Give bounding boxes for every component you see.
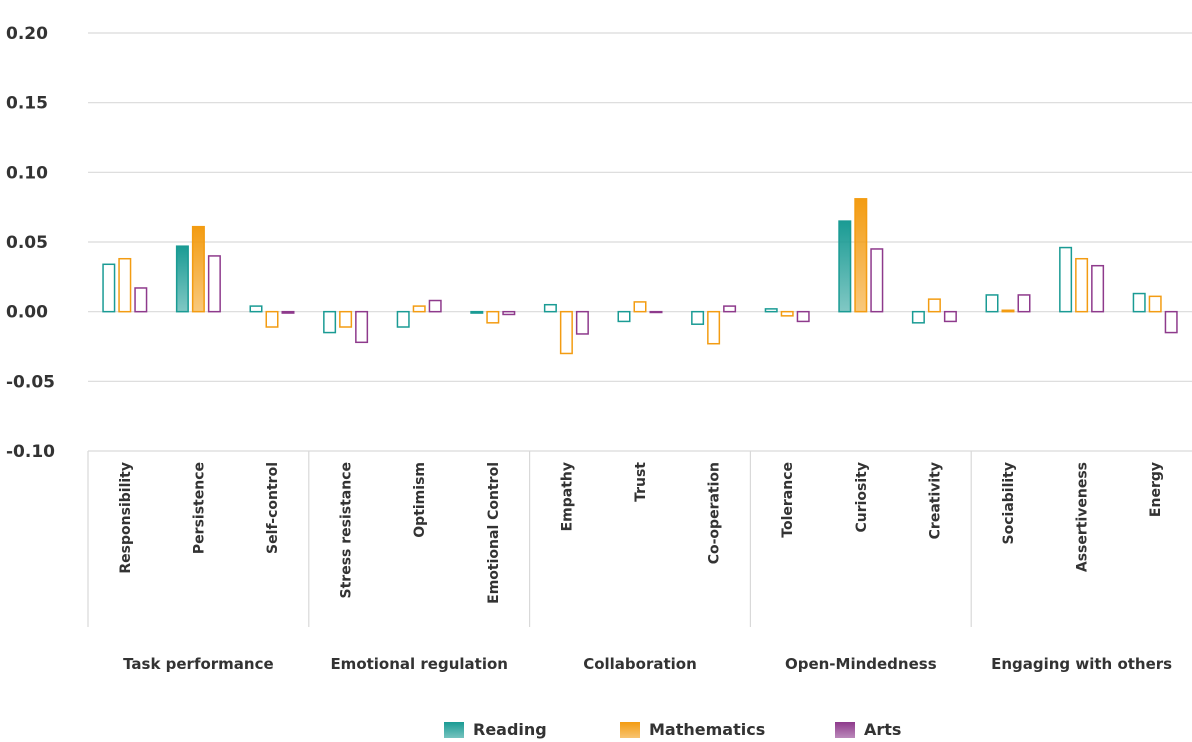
legend-label-mathematics: Mathematics xyxy=(649,720,766,739)
bar-arts-assertiveness xyxy=(1091,264,1105,313)
legend-item-reading: Reading xyxy=(444,720,547,739)
bar-arts-self-control xyxy=(281,310,295,314)
bar-mathematics-tolerance xyxy=(780,310,794,317)
bar-reading-creativity xyxy=(911,310,925,324)
legend-item-mathematics: Mathematics xyxy=(620,720,765,739)
bar-mathematics-assertiveness xyxy=(1075,257,1089,313)
bar-arts-emotional-control xyxy=(502,310,516,316)
x-tick-label: Tolerance xyxy=(780,462,796,538)
bar-mathematics-curiosity xyxy=(854,198,868,313)
x-tick-label: Assertiveness xyxy=(1075,462,1091,572)
y-tick-label: -0.10 xyxy=(6,442,55,462)
x-tick-label: Optimism xyxy=(412,462,428,538)
legend-swatch-mathematics xyxy=(620,721,640,738)
bar-mathematics-optimism xyxy=(412,305,426,313)
bar-arts-co-operation xyxy=(723,305,737,313)
y-tick-label: 0.20 xyxy=(6,24,48,44)
x-tick-label: Self-control xyxy=(265,462,281,554)
x-tick-label: Creativity xyxy=(927,462,943,539)
bar-arts-creativity xyxy=(943,310,957,323)
bar-reading-tolerance xyxy=(764,308,778,313)
legend-item-arts: Arts xyxy=(835,720,901,739)
x-tick-label: Sociability xyxy=(1001,462,1017,544)
bar-arts-empathy xyxy=(575,310,589,335)
x-tick-label: Persistence xyxy=(191,462,207,554)
bar-mathematics-self-control xyxy=(265,310,279,328)
legend: Reading Mathematics Arts xyxy=(0,718,1192,742)
bar-mathematics-responsibility xyxy=(118,257,132,313)
bar-arts-sociability xyxy=(1017,294,1031,313)
y-tick-label: 0.05 xyxy=(6,233,48,253)
group-label: Collaboration xyxy=(583,655,697,673)
bar-reading-persistence xyxy=(175,245,189,313)
x-tick-label: Emotional Control xyxy=(486,462,502,604)
bar-reading-curiosity xyxy=(838,220,852,313)
bar-arts-persistence xyxy=(207,255,221,313)
legend-swatch-reading xyxy=(444,721,464,738)
bar-reading-self-control xyxy=(249,305,263,313)
y-tick-label: -0.05 xyxy=(6,372,55,392)
x-tick-label: Curiosity xyxy=(854,462,870,533)
y-tick-label: 0.10 xyxy=(6,163,48,183)
x-tick-label: Empathy xyxy=(559,462,575,531)
x-tick-label: Stress resistance xyxy=(339,462,355,598)
bar-chart: 0.20 0.15 0.10 0.05 0.00 -0.05 -0.10 Task perf… xyxy=(6,24,1192,673)
bar-mathematics-emotional-control xyxy=(486,310,500,324)
x-tick-label: Responsibility xyxy=(118,462,134,574)
bar-reading-sociability xyxy=(985,294,999,313)
legend-label-arts: Arts xyxy=(864,720,902,739)
x-tick-label: Trust xyxy=(633,462,649,502)
bar-arts-tolerance xyxy=(796,310,810,323)
bar-reading-stress-resistance xyxy=(323,310,337,334)
bar-mathematics-creativity xyxy=(927,298,941,313)
bar-reading-responsibility xyxy=(102,263,116,313)
bar-arts-optimism xyxy=(428,299,442,313)
bar-arts-trust xyxy=(649,310,663,314)
group-label: Engaging with others xyxy=(991,655,1172,673)
y-tick-label: 0.00 xyxy=(6,303,48,323)
bar-mathematics-co-operation xyxy=(707,310,721,345)
bar-mathematics-empathy xyxy=(559,310,573,355)
bar-mathematics-energy xyxy=(1148,295,1162,313)
bar-arts-energy xyxy=(1164,310,1178,334)
bar-reading-emotional-control xyxy=(470,310,484,314)
bar-arts-responsibility xyxy=(134,287,148,313)
bar-mathematics-stress-resistance xyxy=(339,310,353,328)
legend-label-reading: Reading xyxy=(473,720,547,739)
bar-reading-trust xyxy=(617,310,631,323)
bar-reading-empathy xyxy=(543,303,557,313)
bar-mathematics-trust xyxy=(633,301,647,313)
y-tick-label: 0.15 xyxy=(6,94,48,114)
bar-reading-assertiveness xyxy=(1059,246,1073,313)
x-tick-label: Co-operation xyxy=(707,462,723,564)
bar-arts-curiosity xyxy=(870,248,884,313)
gridlines xyxy=(88,32,1192,452)
bars xyxy=(102,198,1178,355)
legend-swatch-arts xyxy=(835,721,855,738)
bar-reading-co-operation xyxy=(691,310,705,325)
bar-reading-optimism xyxy=(396,310,410,328)
group-label: Open-Mindedness xyxy=(785,655,937,673)
bar-arts-stress-resistance xyxy=(355,310,369,344)
bar-reading-energy xyxy=(1132,292,1146,313)
group-label: Task performance xyxy=(123,655,274,673)
x-tick-label: Energy xyxy=(1148,462,1164,517)
group-label: Emotional regulation xyxy=(330,655,508,673)
bar-mathematics-persistence xyxy=(191,225,205,313)
y-axis-tick-labels: 0.20 0.15 0.10 0.05 0.00 -0.05 -0.10 xyxy=(6,24,55,462)
x-axis: Task performance Emotional regulation Coll… xyxy=(87,451,1172,673)
bar-mathematics-sociability xyxy=(1001,309,1015,313)
